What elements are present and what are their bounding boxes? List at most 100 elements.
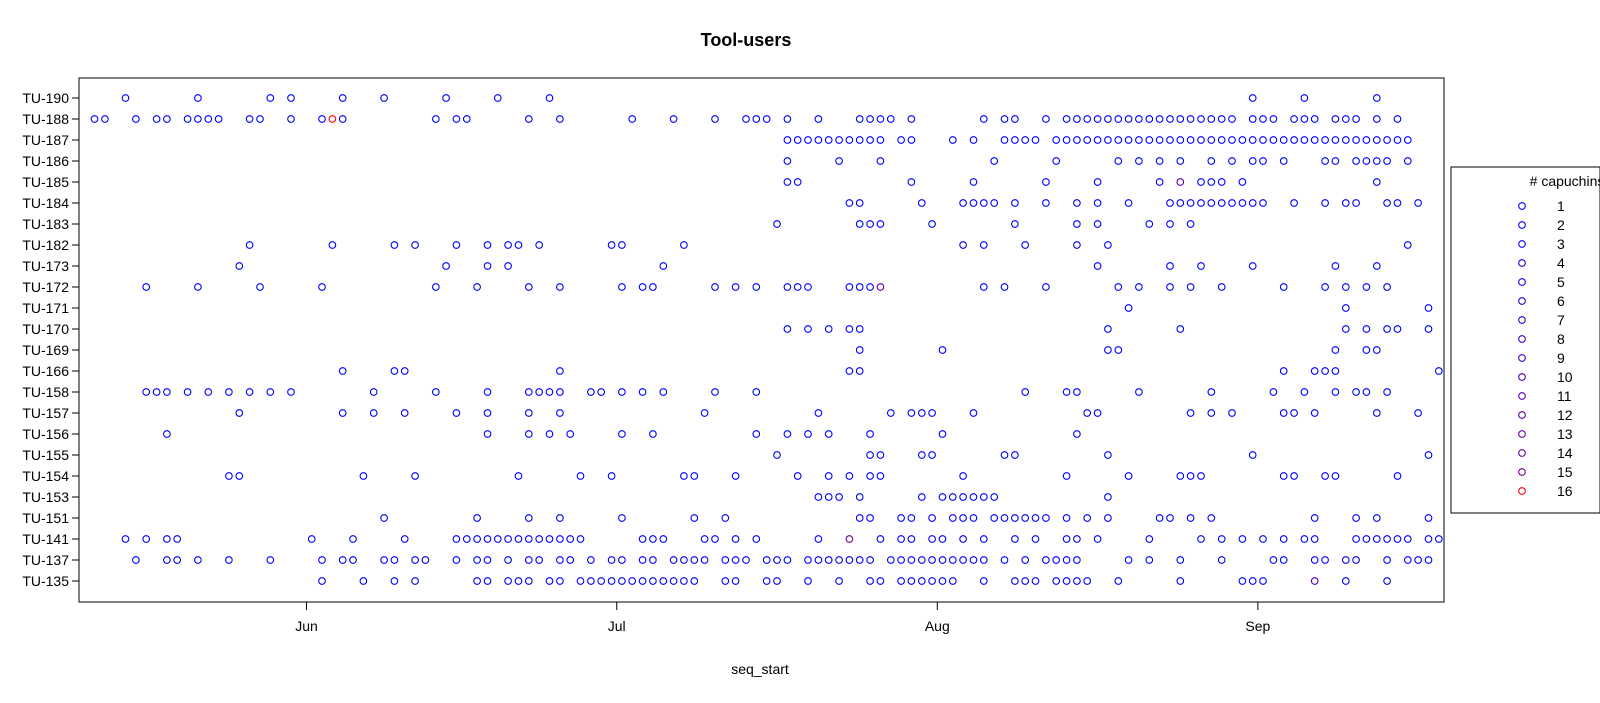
data-point bbox=[1259, 577, 1267, 585]
data-point bbox=[1104, 325, 1112, 333]
data-point bbox=[835, 556, 843, 564]
data-point bbox=[1114, 283, 1123, 291]
data-point bbox=[421, 556, 430, 564]
data-point bbox=[917, 199, 926, 207]
data-point bbox=[969, 199, 978, 207]
data-point bbox=[1176, 199, 1185, 207]
data-point bbox=[493, 535, 502, 543]
legend-entry-label: 8 bbox=[1557, 331, 1565, 347]
data-point bbox=[380, 556, 388, 564]
data-point bbox=[959, 556, 967, 564]
data-point bbox=[524, 556, 533, 564]
data-point bbox=[824, 430, 833, 438]
data-point bbox=[762, 115, 771, 123]
data-point bbox=[690, 472, 699, 480]
data-point bbox=[855, 325, 864, 333]
data-point bbox=[1186, 409, 1195, 417]
data-point bbox=[1083, 136, 1092, 144]
data-point bbox=[1135, 388, 1143, 396]
data-point bbox=[1031, 514, 1040, 522]
data-point bbox=[876, 283, 885, 291]
data-point bbox=[1393, 136, 1402, 144]
data-point bbox=[524, 409, 533, 417]
data-point bbox=[959, 514, 967, 522]
data-point bbox=[731, 472, 740, 480]
data-point bbox=[1238, 136, 1247, 144]
data-point bbox=[1279, 367, 1288, 375]
data-point bbox=[928, 577, 936, 585]
data-point bbox=[1352, 199, 1360, 207]
data-point bbox=[938, 346, 947, 354]
data-point bbox=[1341, 136, 1350, 144]
data-point bbox=[1000, 283, 1009, 291]
data-point bbox=[1424, 556, 1433, 564]
data-point bbox=[556, 367, 564, 375]
y-tick-label: TU-173 bbox=[22, 258, 69, 274]
data-point bbox=[1393, 199, 1402, 207]
y-tick-label: TU-151 bbox=[22, 510, 69, 526]
data-point bbox=[483, 556, 492, 564]
data-point bbox=[680, 472, 688, 480]
y-tick-label: TU-137 bbox=[22, 552, 69, 568]
data-point bbox=[886, 409, 895, 417]
data-point bbox=[576, 535, 585, 543]
data-point bbox=[524, 535, 533, 543]
data-point bbox=[866, 451, 874, 459]
data-point bbox=[1186, 199, 1195, 207]
data-point bbox=[928, 220, 936, 228]
data-point bbox=[607, 556, 616, 564]
data-point bbox=[1042, 556, 1050, 564]
data-point bbox=[1372, 157, 1381, 165]
data-point bbox=[452, 535, 461, 543]
data-point bbox=[287, 388, 295, 396]
x-axis: Jun Jul Aug Sep bbox=[295, 602, 1271, 634]
data-point bbox=[1310, 535, 1319, 543]
data-point bbox=[638, 388, 647, 396]
data-point bbox=[866, 430, 874, 438]
data-point bbox=[1217, 199, 1226, 207]
data-point bbox=[907, 514, 916, 522]
data-point bbox=[866, 115, 874, 123]
data-point bbox=[1290, 136, 1298, 144]
data-point bbox=[504, 262, 512, 270]
data-point bbox=[866, 136, 874, 144]
data-point bbox=[907, 556, 916, 564]
data-point bbox=[1331, 157, 1340, 165]
legend-entry-label: 9 bbox=[1557, 350, 1565, 366]
data-point bbox=[1135, 157, 1143, 165]
data-point bbox=[1197, 199, 1205, 207]
data-point bbox=[1290, 199, 1298, 207]
data-point bbox=[855, 514, 864, 522]
data-point bbox=[1217, 283, 1226, 291]
data-point bbox=[132, 115, 140, 123]
data-point bbox=[1331, 115, 1340, 123]
data-point bbox=[1000, 451, 1009, 459]
data-point bbox=[587, 556, 595, 564]
y-tick-label: TU-141 bbox=[22, 531, 69, 547]
legend-marker bbox=[1518, 240, 1526, 248]
data-point bbox=[597, 388, 606, 396]
data-point bbox=[431, 388, 440, 396]
data-point bbox=[1321, 472, 1329, 480]
data-point bbox=[1000, 556, 1009, 564]
data-point bbox=[1197, 535, 1205, 543]
data-point bbox=[1393, 115, 1402, 123]
data-point bbox=[804, 577, 812, 585]
data-point bbox=[1310, 367, 1319, 375]
y-tick-label: TU-182 bbox=[22, 237, 69, 253]
data-point bbox=[1073, 535, 1081, 543]
data-point bbox=[1176, 556, 1185, 564]
data-point bbox=[1290, 115, 1298, 123]
data-point bbox=[1176, 325, 1185, 333]
data-point bbox=[1383, 136, 1391, 144]
data-point bbox=[1186, 220, 1195, 228]
data-point bbox=[483, 241, 492, 249]
legend-entry-label: 11 bbox=[1557, 388, 1572, 404]
data-point bbox=[1104, 346, 1112, 354]
data-point bbox=[855, 493, 864, 501]
data-point bbox=[783, 178, 792, 186]
data-point bbox=[245, 115, 254, 123]
data-point bbox=[338, 367, 347, 375]
data-point bbox=[514, 472, 523, 480]
data-point bbox=[1124, 199, 1133, 207]
